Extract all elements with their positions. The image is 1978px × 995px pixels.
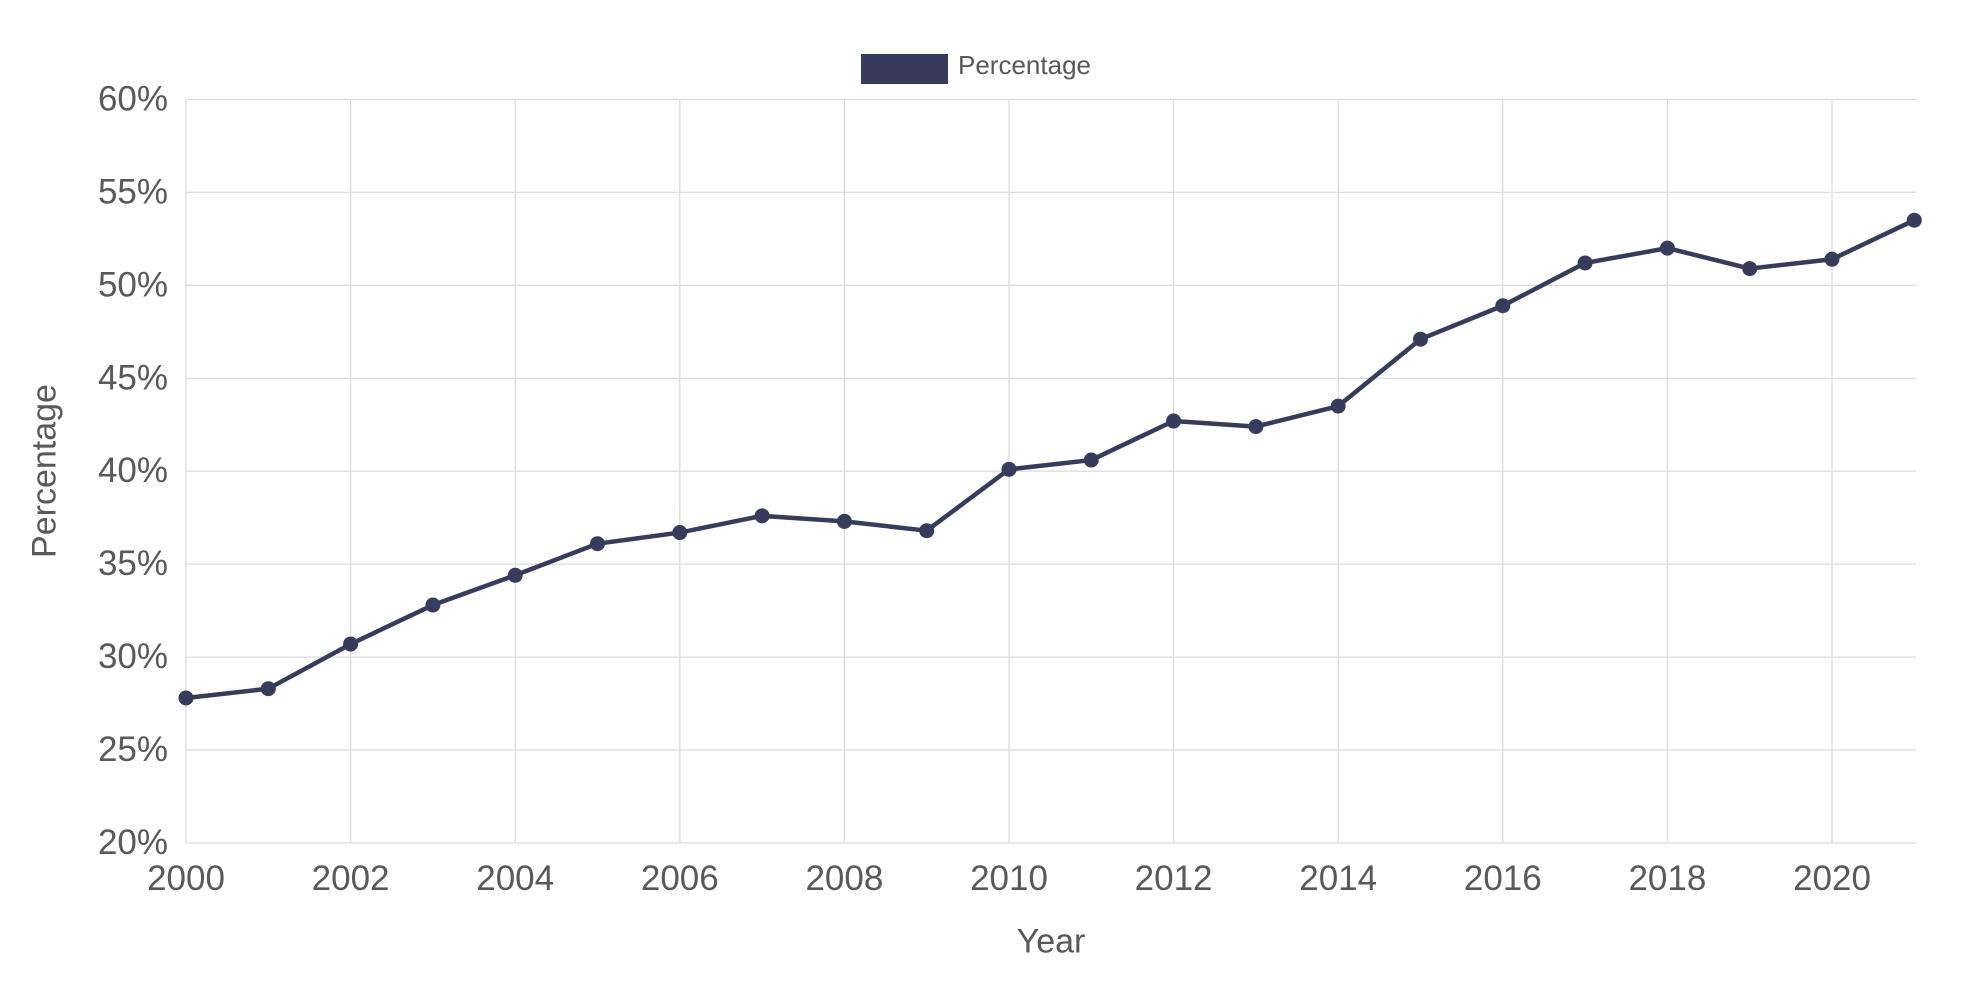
svg-text:40%: 40% xyxy=(98,451,168,490)
svg-text:2016: 2016 xyxy=(1464,859,1542,898)
svg-text:45%: 45% xyxy=(98,358,168,397)
svg-text:2014: 2014 xyxy=(1299,859,1377,898)
svg-text:55%: 55% xyxy=(98,172,168,211)
svg-text:35%: 35% xyxy=(98,544,168,583)
svg-text:2000: 2000 xyxy=(147,859,225,898)
svg-text:20%: 20% xyxy=(98,823,168,862)
svg-text:2006: 2006 xyxy=(641,859,719,898)
svg-text:2004: 2004 xyxy=(476,859,554,898)
svg-text:2002: 2002 xyxy=(312,859,390,898)
svg-text:2018: 2018 xyxy=(1628,859,1706,898)
svg-text:2020: 2020 xyxy=(1793,859,1871,898)
svg-text:2012: 2012 xyxy=(1135,859,1213,898)
svg-text:2008: 2008 xyxy=(805,859,883,898)
svg-text:25%: 25% xyxy=(98,730,168,769)
svg-text:30%: 30% xyxy=(98,637,168,676)
svg-text:60%: 60% xyxy=(98,79,168,118)
svg-text:2010: 2010 xyxy=(970,859,1048,898)
svg-text:50%: 50% xyxy=(98,265,168,304)
